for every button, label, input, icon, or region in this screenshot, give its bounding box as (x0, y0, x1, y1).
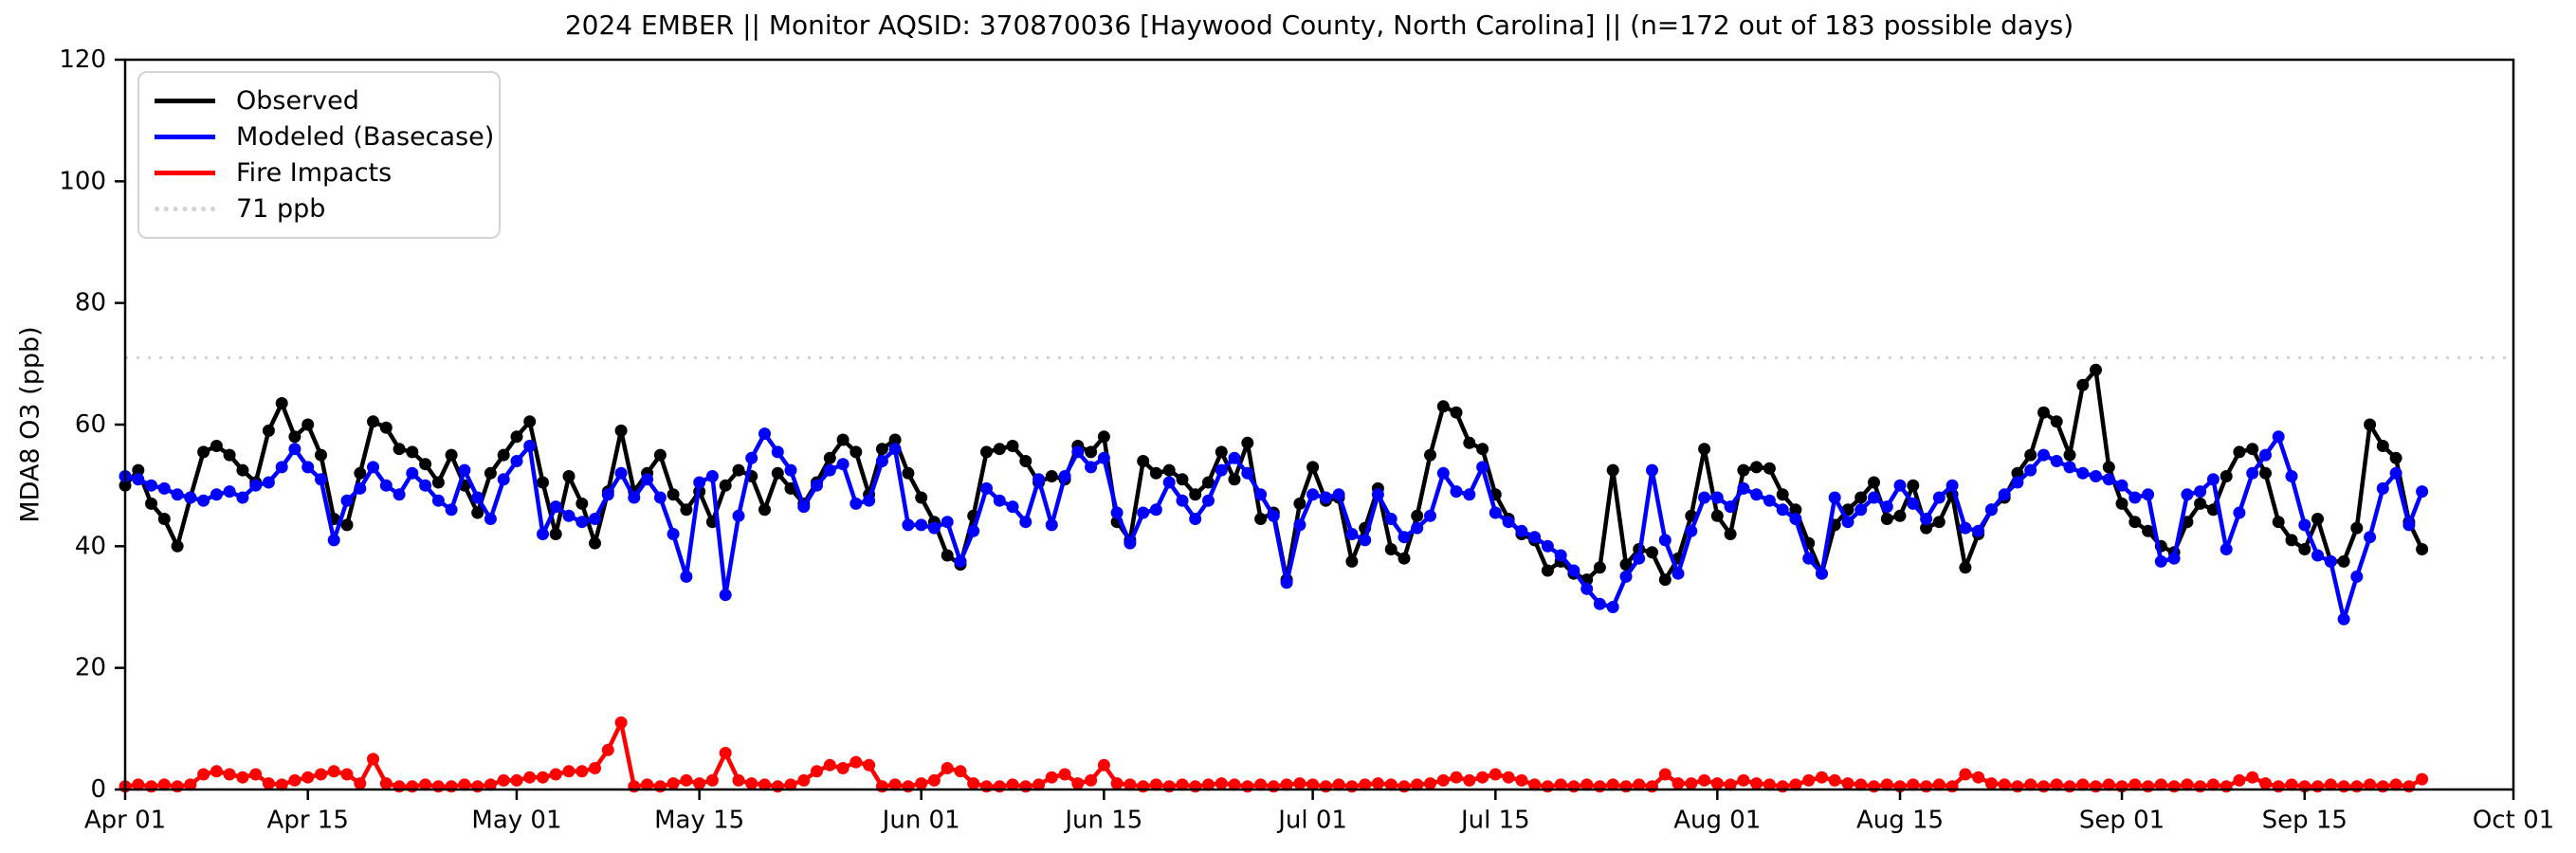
legend-label-observed: Observed (236, 85, 359, 116)
svg-text:Jul 01: Jul 01 (1276, 806, 1347, 834)
legend-line-fire-impacts (155, 171, 215, 176)
y-axis: 0 20 40 60 80 100 120 (59, 45, 125, 804)
legend-line-observed (155, 98, 215, 103)
y-axis-label: MDA8 O3 (ppb) (15, 326, 46, 523)
svg-text:Aug 15: Aug 15 (1856, 806, 1944, 834)
svg-text:120: 120 (59, 45, 106, 74)
svg-text:Apr 01: Apr 01 (84, 806, 166, 834)
svg-text:0: 0 (90, 775, 106, 804)
svg-text:Jun 01: Jun 01 (881, 806, 960, 834)
svg-text:Sep 15: Sep 15 (2262, 806, 2348, 834)
svg-text:100: 100 (59, 167, 106, 195)
series-modeled-basecase- (119, 427, 2429, 626)
legend-label-modeled: Modeled (Basecase) (236, 121, 495, 152)
legend-item-observed: Observed (139, 88, 499, 114)
svg-text:20: 20 (75, 654, 106, 682)
legend-label-threshold: 71 ppb (236, 194, 326, 225)
chart-title: 2024 EMBER || Monitor AQSID: 370870036 [… (564, 9, 2074, 41)
svg-text:May 15: May 15 (654, 806, 744, 834)
legend-item-modeled: Modeled (Basecase) (139, 124, 499, 150)
svg-text:Jul 15: Jul 15 (1459, 806, 1530, 834)
series-fire-impacts (119, 716, 2429, 793)
legend-item-fire-impacts: Fire Impacts (139, 160, 499, 186)
svg-text:80: 80 (75, 289, 106, 318)
svg-text:Sep 01: Sep 01 (2079, 806, 2165, 834)
svg-text:Jun 15: Jun 15 (1063, 806, 1142, 834)
legend-line-modeled (155, 134, 215, 139)
x-axis: Apr 01 Apr 15 May 01 May 15 Jun 01 Jun 15 Jul … (84, 789, 2554, 834)
svg-text:40: 40 (75, 532, 106, 560)
svg-text:Oct 01: Oct 01 (2473, 806, 2554, 834)
svg-text:Aug 01: Aug 01 (1673, 806, 1761, 834)
svg-text:Apr 15: Apr 15 (267, 806, 349, 834)
legend-label-fire-impacts: Fire Impacts (236, 158, 393, 189)
legend-item-threshold: 71 ppb (139, 196, 499, 222)
legend-line-threshold (155, 207, 215, 212)
svg-text:May 01: May 01 (471, 806, 561, 834)
legend-box: Observed Modeled (Basecase) Fire Impacts… (137, 71, 501, 239)
svg-text:60: 60 (75, 410, 106, 439)
